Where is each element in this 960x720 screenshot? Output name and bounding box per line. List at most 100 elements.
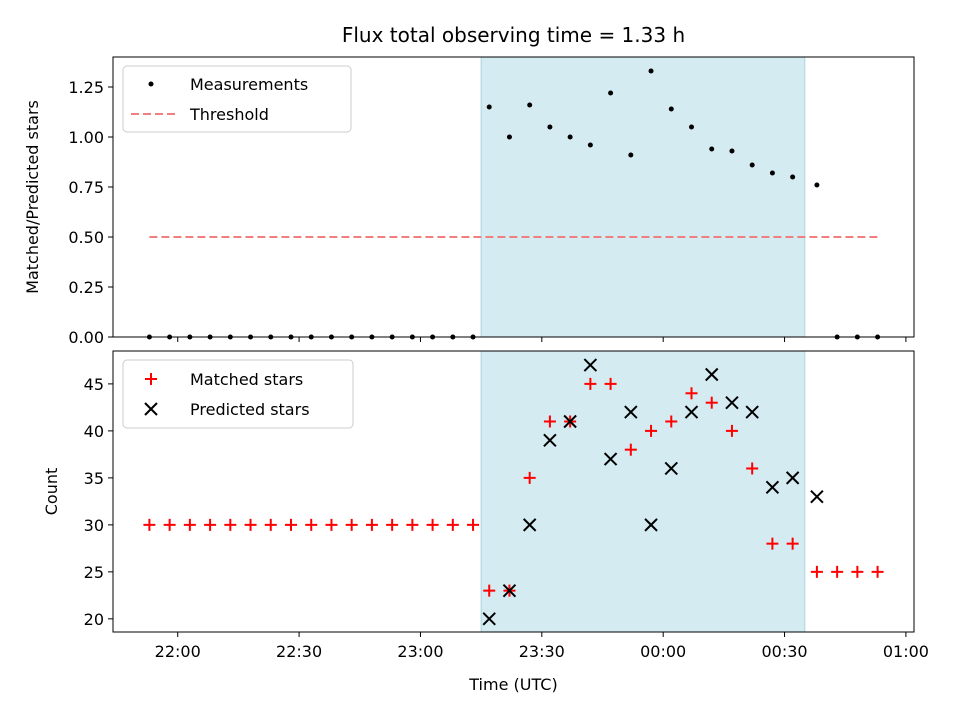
- measurement-point: [527, 102, 533, 108]
- top-y-axis-label: Matched/Predicted stars: [23, 100, 42, 294]
- y-tick-label: 35: [84, 469, 104, 488]
- top-shaded-region: [480, 56, 806, 338]
- predicted-star-point: [563, 414, 577, 429]
- chart-title: Flux total observing time = 1.33 h: [342, 23, 685, 47]
- matched-star-point: [204, 518, 217, 531]
- measurement-point: [814, 182, 820, 188]
- y-tick-label: 0.75: [68, 178, 104, 197]
- bottom-panel: 20 25 30 35 40 45 22:00 22:30 23:00 23:30 00:00 00…: [42, 350, 929, 694]
- top-plot-frame: [112, 56, 915, 338]
- measurement-point: [749, 162, 755, 168]
- predicted-star-point: [745, 405, 759, 419]
- predicted-star-point: [603, 452, 618, 466]
- matched-star-point: [604, 377, 617, 390]
- matched-star-point: [705, 396, 718, 409]
- bottom-x-ticks: 22:00 22:30 23:00 23:30 00:00 00:30 01:00: [155, 632, 929, 661]
- y-tick-label: 0.00: [68, 328, 104, 347]
- matched-star-point: [523, 471, 536, 484]
- matched-star-point: [426, 518, 439, 531]
- matched-star-point: [224, 518, 237, 531]
- matched-star-point: [871, 565, 884, 578]
- predicted-stars-series: [482, 358, 824, 626]
- legend-threshold-label: Threshold: [189, 105, 269, 124]
- matched-star-point: [624, 443, 637, 456]
- top-x-ticks: [177, 337, 907, 342]
- measurement-point: [668, 106, 674, 112]
- x-tick-label: 22:30: [276, 642, 322, 661]
- matched-star-point: [345, 518, 358, 531]
- predicted-star-point: [583, 358, 598, 372]
- bottom-plot-frame: [112, 350, 915, 633]
- measurement-point: [709, 146, 715, 152]
- measurement-point: [506, 134, 512, 140]
- matched-star-point: [143, 518, 156, 531]
- predicted-star-point: [522, 518, 537, 532]
- matched-star-point: [183, 518, 196, 531]
- legend-matched-marker: [145, 373, 157, 385]
- measurement-point: [648, 68, 654, 74]
- matched-star-point: [831, 565, 844, 578]
- x-tick-label: 23:30: [519, 642, 565, 661]
- matched-star-point: [584, 377, 597, 390]
- measurement-point: [547, 124, 553, 130]
- matched-star-point: [365, 518, 378, 531]
- matched-star-point: [386, 518, 399, 531]
- x-tick-label: 01:00: [883, 642, 929, 661]
- measurement-point: [729, 148, 735, 154]
- predicted-star-point: [644, 518, 658, 532]
- predicted-star-point: [684, 405, 699, 419]
- bottom-legend: Matched stars Predicted stars: [122, 359, 354, 429]
- y-tick-label: 30: [84, 516, 104, 535]
- matched-star-point: [483, 584, 496, 597]
- y-tick-label: 40: [84, 422, 104, 441]
- y-tick-label: 20: [84, 610, 104, 629]
- predicted-star-point: [810, 489, 824, 504]
- top-panel: 0.00 0.25 0.50 0.75 1.00 1.25 Matched/Predict…: [23, 56, 915, 347]
- measurement-point: [486, 104, 492, 110]
- measurement-point: [628, 152, 634, 158]
- predicted-star-point: [624, 405, 638, 419]
- predicted-star-point: [482, 612, 496, 626]
- matched-star-point: [467, 518, 480, 531]
- predicted-star-point: [765, 480, 780, 494]
- matched-star-point: [406, 518, 419, 531]
- y-tick-label: 25: [84, 563, 104, 582]
- matched-star-point: [446, 518, 459, 531]
- matched-star-point: [543, 415, 556, 428]
- matched-star-point: [786, 537, 799, 550]
- matched-star-point: [810, 565, 823, 578]
- predicted-star-point: [664, 461, 678, 476]
- y-tick-label: 1.00: [68, 128, 104, 147]
- x-tick-label: 00:00: [640, 642, 686, 661]
- top-y-ticks: 0.00 0.25 0.50 0.75 1.00 1.25: [68, 78, 113, 347]
- y-tick-label: 45: [84, 375, 104, 394]
- matched-star-point: [244, 518, 257, 531]
- bottom-y-axis-label: Count: [42, 468, 61, 516]
- measurement-point: [567, 134, 573, 140]
- legend-measurement-marker: [148, 81, 154, 87]
- matched-star-point: [163, 518, 176, 531]
- matched-star-point: [305, 518, 318, 531]
- x-tick-label: 22:00: [155, 642, 201, 661]
- legend-measurements-label: Measurements: [190, 75, 308, 94]
- predicted-star-point: [725, 395, 739, 410]
- matched-star-point: [665, 415, 678, 428]
- matched-star-point: [264, 518, 277, 531]
- bottom-y-ticks: 20 25 30 35 40 45: [84, 375, 113, 629]
- predicted-star-point: [543, 433, 557, 447]
- x-tick-label: 00:30: [761, 642, 807, 661]
- measurement-point: [689, 124, 694, 130]
- y-tick-label: 0.25: [68, 278, 104, 297]
- y-tick-label: 1.25: [68, 78, 104, 97]
- measurement-point: [608, 90, 614, 96]
- matched-star-point: [325, 518, 338, 531]
- legend-predicted-marker: [144, 402, 158, 416]
- bottom-shaded-region: [480, 350, 806, 633]
- x-tick-label: 23:00: [397, 642, 443, 661]
- matched-star-point: [766, 537, 779, 550]
- matched-star-point: [645, 424, 658, 437]
- x-axis-label: Time (UTC): [468, 675, 557, 694]
- measurement-point: [769, 170, 775, 176]
- matched-star-point: [746, 462, 759, 475]
- predicted-star-point: [785, 471, 800, 485]
